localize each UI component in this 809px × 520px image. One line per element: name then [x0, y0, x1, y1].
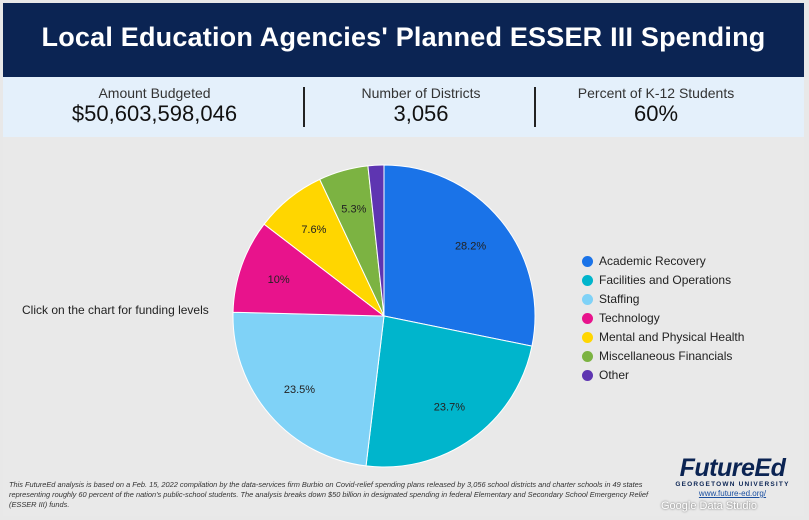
stat-value: 3,056 [393, 101, 449, 126]
legend-label: Miscellaneous Financials [599, 349, 733, 363]
stat-amount-budgeted: Amount Budgeted $50,603,598,046 [3, 85, 306, 127]
futureed-logo: FutureEd GEORGETOWN UNIVERSITY www.futur… [670, 455, 795, 498]
slice-data-label: 28.2% [455, 240, 486, 252]
stat-label: Percent of K-12 Students [577, 85, 735, 101]
title-bar: Local Education Agencies' Planned ESSER … [3, 3, 804, 77]
stats-bar: Amount Budgeted $50,603,598,046 Number o… [3, 77, 804, 137]
pie-slice-staffing[interactable] [232, 311, 385, 467]
legend-swatch [582, 332, 593, 343]
page-title: Local Education Agencies' Planned ESSER … [41, 22, 766, 52]
legend-swatch [582, 351, 593, 362]
stat-divider [534, 87, 536, 127]
stat-label: Amount Budgeted [98, 85, 211, 101]
legend-label: Mental and Physical Health [599, 330, 745, 344]
stat-number-of-districts: Number of Districts 3,056 [306, 85, 536, 127]
report-frame: Local Education Agencies' Planned ESSER … [3, 3, 804, 516]
pie-chart[interactable]: 28.2% 23.7% 23.5% 10% 7.6% 5.3% [3, 3, 804, 516]
stat-divider [303, 87, 305, 127]
stat-value: $50,603,598,046 [71, 101, 238, 126]
legend-label: Technology [599, 311, 660, 325]
logo-subtitle: GEORGETOWN UNIVERSITY [675, 481, 790, 488]
slice-data-label: 7.6% [301, 224, 326, 236]
chart-hint: Click on the chart for funding levels [22, 303, 209, 317]
pie-slice-facilities-and-operations[interactable] [365, 315, 533, 468]
slice-data-label: 10% [268, 274, 290, 286]
pie-slice-technology[interactable] [232, 223, 386, 317]
legend-label: Other [599, 368, 630, 382]
legend-swatch [582, 313, 593, 324]
data-studio-watermark: Google Data Studio [661, 500, 758, 512]
slice-data-label: 5.3% [341, 203, 366, 215]
slice-data-label: 23.5% [284, 384, 315, 396]
footnote: This FutureEd analysis is based on a Feb… [9, 480, 649, 509]
logo-link[interactable]: www.future-ed.org/ [698, 489, 767, 498]
pie-slice-academic-recovery[interactable] [383, 164, 536, 347]
logo-brand: FutureEd [679, 454, 786, 482]
slice-data-label: 23.7% [434, 402, 465, 414]
stat-value: 60% [633, 101, 679, 126]
legend-label: Academic Recovery [599, 254, 706, 268]
legend-swatch [582, 370, 593, 381]
stat-label: Number of Districts [361, 85, 481, 101]
stat-percent-students: Percent of K-12 Students 60% [536, 85, 776, 127]
legend-swatch [582, 275, 593, 286]
legend-swatch [582, 294, 593, 305]
legend-swatch [582, 256, 593, 267]
legend-label: Staffing [599, 292, 640, 306]
pie-slice-other[interactable] [367, 164, 385, 317]
legend-label: Facilities and Operations [599, 273, 732, 287]
